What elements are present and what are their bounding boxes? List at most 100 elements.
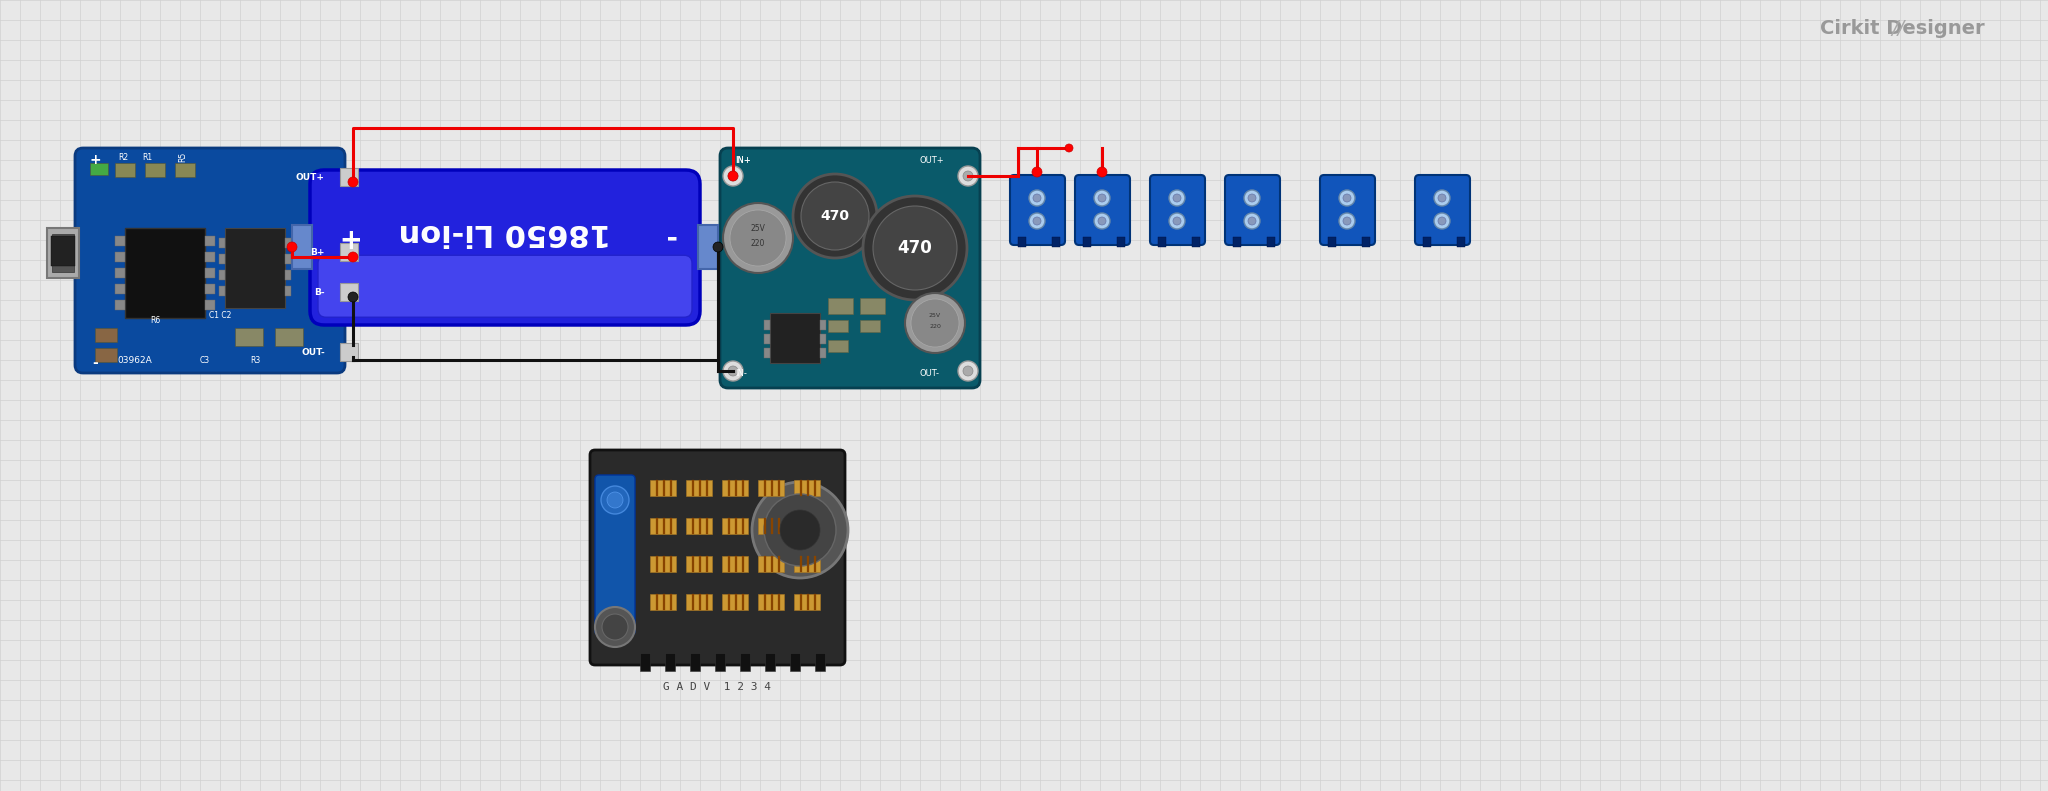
Circle shape [1438, 217, 1446, 225]
Circle shape [911, 299, 958, 347]
Text: B-: B- [315, 287, 326, 297]
Circle shape [905, 293, 965, 353]
Text: 470: 470 [897, 239, 932, 257]
FancyBboxPatch shape [1151, 175, 1204, 245]
Bar [698, 225, 719, 269]
Circle shape [862, 196, 967, 300]
Circle shape [1032, 194, 1040, 202]
Bar [236, 328, 262, 346]
Circle shape [606, 492, 623, 508]
Text: -: - [664, 223, 676, 251]
Text: IN+: IN+ [735, 156, 752, 165]
FancyBboxPatch shape [590, 450, 846, 665]
Text: 220: 220 [930, 324, 940, 328]
Bar [1116, 237, 1124, 247]
Bar [125, 228, 205, 318]
Circle shape [1028, 213, 1044, 229]
Text: -: - [92, 356, 98, 370]
Bar [758, 594, 784, 610]
Bar [827, 298, 854, 314]
Bar [115, 236, 125, 246]
Text: 18650 Li-ion: 18650 Li-ion [399, 218, 610, 247]
Bar [764, 320, 770, 330]
Bar [1268, 237, 1276, 247]
Circle shape [1094, 190, 1110, 206]
Bar [723, 556, 748, 572]
Bar [1157, 237, 1165, 247]
FancyBboxPatch shape [596, 475, 635, 635]
Bar [205, 252, 215, 262]
Text: R6: R6 [150, 316, 160, 325]
Circle shape [348, 292, 358, 302]
Bar [766, 653, 774, 671]
Circle shape [723, 166, 743, 186]
Bar [649, 518, 676, 534]
Circle shape [602, 614, 629, 640]
Bar [795, 480, 819, 496]
FancyBboxPatch shape [1010, 175, 1065, 245]
Bar [827, 320, 848, 332]
Bar [649, 594, 676, 610]
Circle shape [801, 182, 868, 250]
Text: IN+: IN+ [735, 156, 752, 165]
Bar [285, 238, 291, 248]
Circle shape [1339, 190, 1356, 206]
FancyBboxPatch shape [76, 148, 344, 373]
Bar [1233, 237, 1241, 247]
Circle shape [963, 171, 973, 181]
Circle shape [713, 242, 723, 252]
Bar [791, 653, 801, 671]
Circle shape [1339, 213, 1356, 229]
Circle shape [348, 177, 358, 187]
Bar [205, 300, 215, 310]
Bar [340, 243, 358, 261]
Bar [51, 234, 74, 272]
Circle shape [727, 366, 737, 376]
Bar [860, 298, 885, 314]
Circle shape [1028, 190, 1044, 206]
Bar [764, 334, 770, 344]
Bar [649, 480, 676, 496]
Text: +: + [334, 223, 356, 251]
Circle shape [600, 486, 629, 514]
Text: OUT+: OUT+ [297, 172, 326, 181]
Circle shape [1243, 213, 1260, 229]
Text: C1 C2: C1 C2 [209, 311, 231, 320]
Bar [51, 236, 76, 266]
Circle shape [287, 242, 297, 252]
Circle shape [1343, 194, 1352, 202]
Bar [1083, 237, 1092, 247]
Circle shape [1169, 213, 1186, 229]
Text: C3: C3 [201, 356, 211, 365]
Circle shape [1098, 194, 1106, 202]
Text: R2: R2 [119, 153, 129, 162]
Text: OUT-: OUT- [301, 347, 326, 357]
Circle shape [596, 607, 635, 647]
Circle shape [958, 361, 979, 381]
Text: R1: R1 [141, 153, 152, 162]
Text: R5: R5 [178, 152, 188, 162]
Circle shape [958, 166, 979, 186]
Bar [666, 653, 676, 671]
Bar [90, 163, 109, 175]
Bar [723, 594, 748, 610]
Bar [340, 343, 358, 361]
Bar [285, 254, 291, 264]
Bar [219, 270, 225, 280]
Bar [723, 480, 748, 496]
Bar [285, 270, 291, 280]
Text: OUT+: OUT+ [920, 156, 944, 165]
Circle shape [727, 171, 737, 181]
Bar [219, 254, 225, 264]
Bar [758, 556, 784, 572]
Bar [115, 284, 125, 294]
Circle shape [1174, 217, 1182, 225]
Bar [715, 653, 725, 671]
Bar [1192, 237, 1200, 247]
FancyBboxPatch shape [1075, 175, 1130, 245]
Text: 25V: 25V [930, 312, 942, 317]
Bar [1423, 237, 1432, 247]
Bar [115, 163, 135, 177]
Bar [686, 480, 713, 496]
FancyBboxPatch shape [1321, 175, 1374, 245]
